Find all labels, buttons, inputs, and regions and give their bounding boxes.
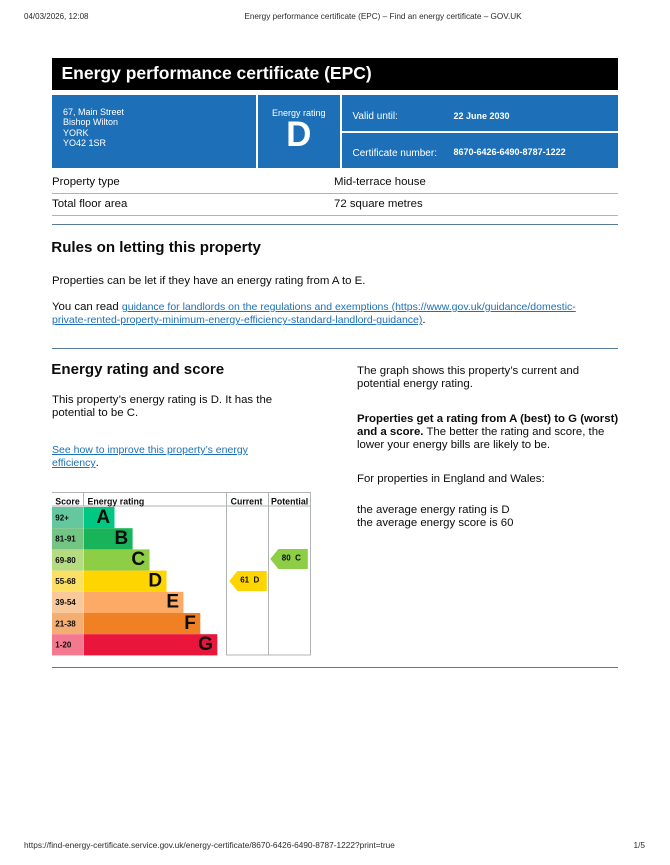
svg-text:A: A — [96, 507, 110, 528]
svg-text:39-54: 39-54 — [55, 598, 76, 607]
svg-text:61 D: 61 D — [240, 576, 259, 585]
svg-text:B: B — [114, 528, 128, 549]
svg-text:21-38: 21-38 — [55, 619, 76, 628]
svg-text:81-91: 81-91 — [55, 535, 76, 544]
svg-text:Current: Current — [231, 496, 263, 506]
svg-text:80 C: 80 C — [282, 554, 301, 563]
svg-text:69-80: 69-80 — [55, 556, 76, 565]
svg-text:92+: 92+ — [55, 513, 69, 522]
svg-text:G: G — [198, 634, 213, 655]
svg-text:E: E — [166, 592, 179, 613]
svg-text:C: C — [131, 549, 145, 570]
svg-text:Potential: Potential — [271, 496, 308, 506]
svg-text:Energy rating: Energy rating — [88, 496, 145, 506]
svg-text:D: D — [148, 570, 162, 591]
svg-text:1-20: 1-20 — [55, 641, 72, 650]
svg-text:55-68: 55-68 — [55, 577, 76, 586]
svg-text:F: F — [184, 613, 196, 634]
svg-text:Score: Score — [55, 496, 80, 506]
